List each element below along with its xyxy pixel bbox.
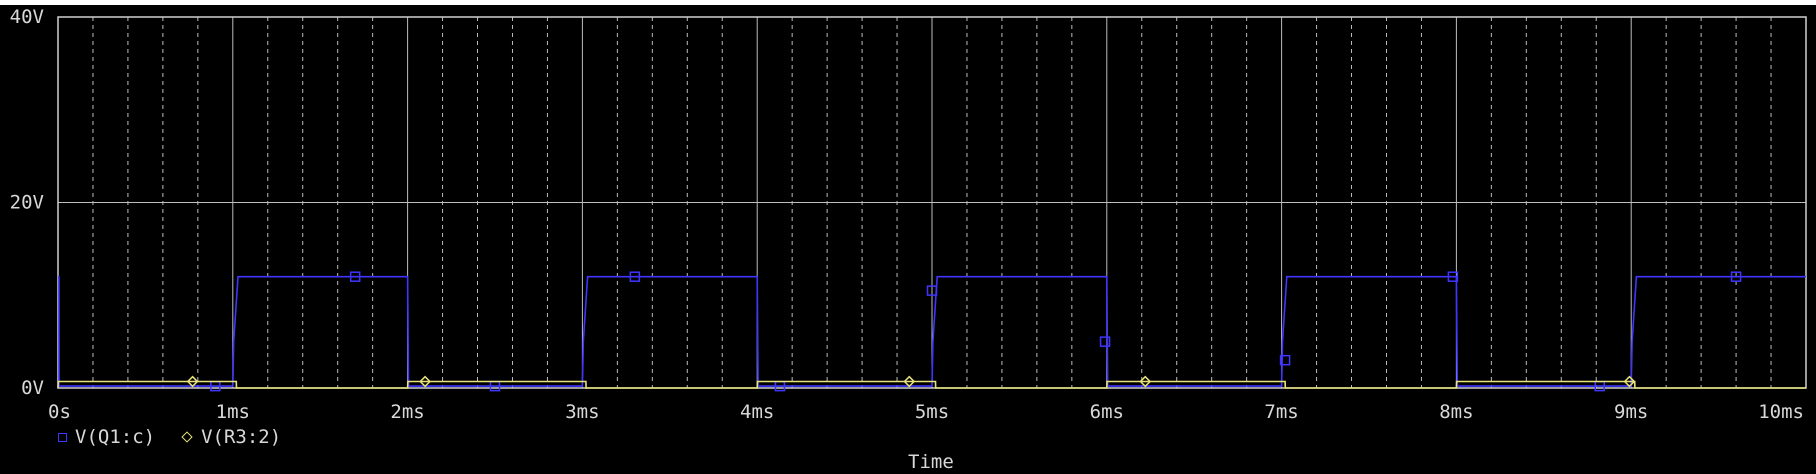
- series-marker-2: [186, 375, 199, 388]
- y-tick-label: 40V: [10, 6, 44, 28]
- legend-label-q1c: V(Q1:c): [75, 426, 156, 448]
- legend-item-q1c: V(Q1:c): [58, 426, 155, 448]
- x-tick-label: 9ms: [1614, 401, 1648, 423]
- series-marker-1: [1279, 354, 1291, 366]
- diamond-marker-icon: [181, 431, 193, 443]
- series-marker-1: [1730, 271, 1742, 282]
- series-line-2: [57, 380, 1806, 389]
- legend-item-r32: V(R3:2): [181, 426, 281, 448]
- plot-frame: [57, 16, 1807, 389]
- x-tick-label: 7ms: [1264, 401, 1298, 423]
- y-tick-label: 20V: [10, 192, 44, 214]
- tick-labels: 0s 1ms 2ms 3ms 4ms 5ms 6ms 7ms 8ms 9ms 10ms 0V 20V 40…: [10, 6, 1804, 423]
- x-tick-label: 6ms: [1090, 401, 1124, 423]
- series-marker-2: [1139, 375, 1152, 388]
- series-marker-1: [629, 271, 641, 282]
- legend-label-r32: V(R3:2): [201, 426, 282, 448]
- x-tick-label: 10ms: [1758, 401, 1804, 423]
- series-marker-2: [903, 375, 916, 388]
- window-top-border: [0, 0, 1816, 5]
- series-marker-2: [419, 375, 431, 388]
- series-marker-1: [349, 271, 361, 282]
- square-marker-icon: [58, 432, 67, 442]
- major-grid: [58, 17, 1806, 388]
- x-tick-label: 0s: [48, 401, 71, 423]
- x-tick-label: 4ms: [740, 401, 774, 423]
- x-tick-label: 2ms: [390, 401, 424, 423]
- x-tick-label: 3ms: [565, 401, 599, 423]
- series-layer: [57, 271, 1806, 392]
- x-tick-label: 1ms: [216, 401, 250, 423]
- series-marker-1: [1447, 271, 1459, 282]
- series-marker-2: [1623, 375, 1636, 388]
- x-axis-title: Time: [908, 451, 954, 473]
- y-tick-label: 0V: [21, 377, 44, 399]
- series-marker-1: [926, 285, 938, 296]
- legend: V(Q1:c) V(R3:2): [58, 426, 281, 448]
- series-marker-1: [1099, 336, 1111, 347]
- series-line-1: [58, 275, 1806, 387]
- x-tick-label: 5ms: [915, 401, 949, 423]
- x-tick-label: 8ms: [1439, 401, 1473, 423]
